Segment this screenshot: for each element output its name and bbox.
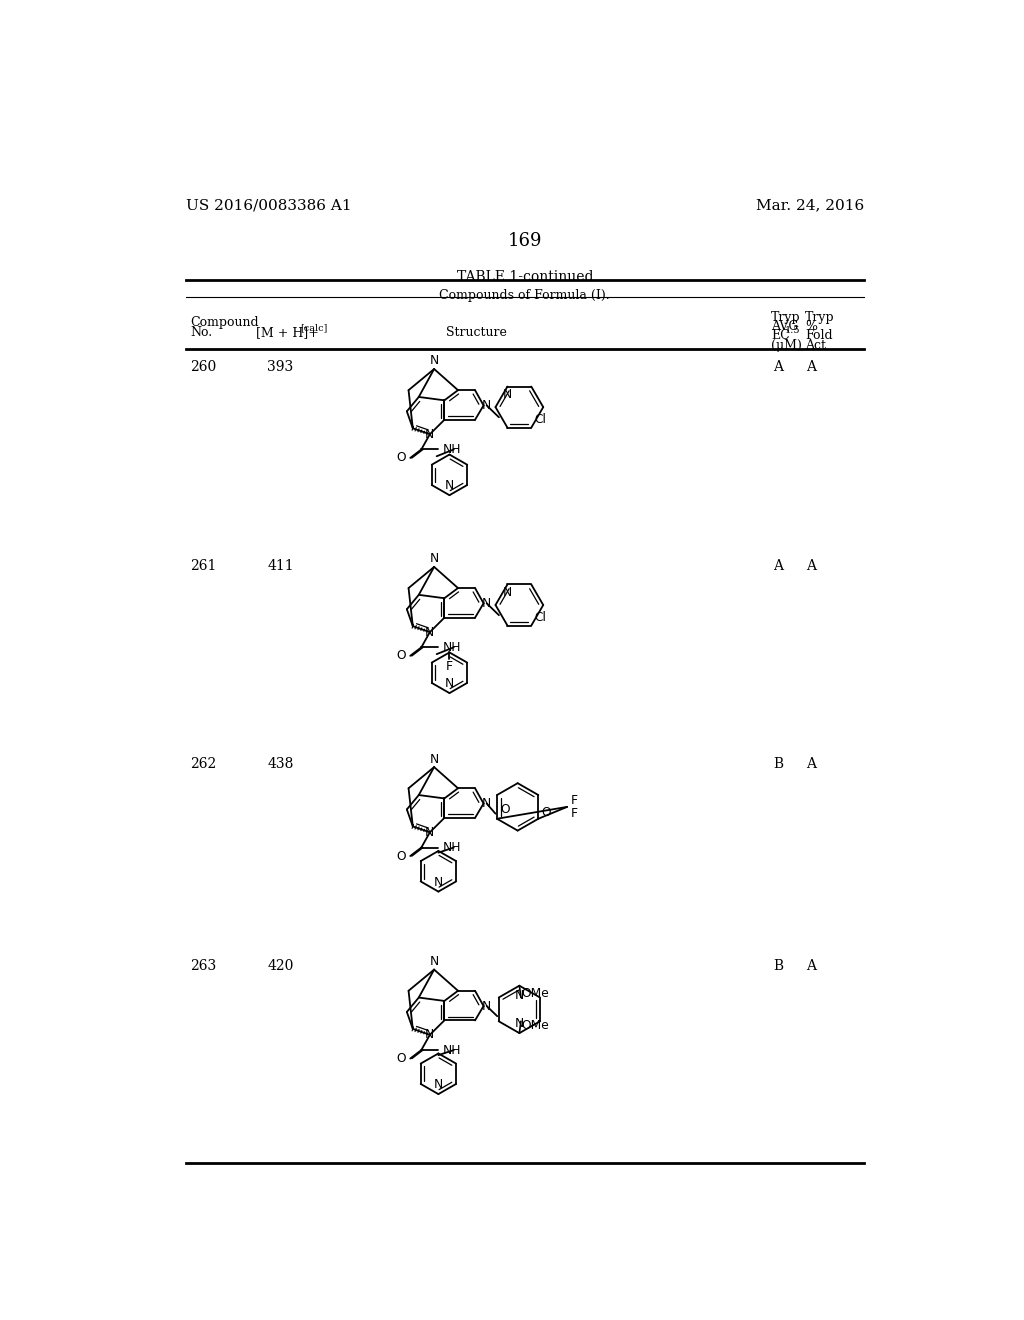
Text: A: A (806, 960, 816, 973)
Text: B: B (773, 960, 783, 973)
Text: N: N (429, 355, 438, 367)
Text: N: N (482, 797, 492, 810)
Text: OMe: OMe (521, 1019, 549, 1032)
Text: O: O (396, 451, 407, 465)
Text: N: N (429, 552, 438, 565)
Text: (μM): (μM) (771, 339, 802, 351)
Text: O: O (396, 649, 407, 663)
Text: F: F (571, 795, 578, 808)
Text: %: % (805, 321, 817, 333)
Text: AVG: AVG (771, 321, 799, 333)
Text: A: A (773, 558, 783, 573)
Text: [M + H]+: [M + H]+ (256, 326, 318, 339)
Text: O: O (396, 850, 407, 862)
Text: N: N (425, 826, 434, 838)
Text: 393: 393 (267, 360, 294, 374)
Text: 169: 169 (508, 231, 542, 249)
Text: A: A (806, 360, 816, 374)
Text: 420: 420 (267, 960, 294, 973)
Text: NH: NH (443, 640, 462, 653)
Text: F: F (571, 807, 578, 820)
Text: N: N (482, 999, 492, 1012)
Text: A: A (773, 360, 783, 374)
Text: N: N (425, 626, 434, 639)
Text: A: A (806, 758, 816, 771)
Text: N: N (503, 586, 512, 599)
Text: EC: EC (771, 330, 790, 342)
Text: N: N (429, 752, 438, 766)
Text: N: N (515, 1016, 524, 1030)
Text: N: N (444, 479, 454, 492)
Text: NH: NH (443, 1044, 462, 1056)
Text: N: N (444, 677, 454, 690)
Text: [calc]: [calc] (300, 323, 328, 333)
Text: N: N (482, 597, 492, 610)
Text: TABLE 1-continued: TABLE 1-continued (457, 271, 593, 284)
Text: 263: 263 (190, 960, 216, 973)
Text: N: N (425, 428, 434, 441)
Text: 262: 262 (190, 758, 216, 771)
Text: Act: Act (805, 339, 826, 351)
Text: US 2016/0083386 A1: US 2016/0083386 A1 (186, 198, 352, 213)
Text: Compound: Compound (190, 317, 259, 329)
Text: NH: NH (443, 841, 462, 854)
Text: Cl: Cl (535, 611, 546, 624)
Text: N: N (434, 1078, 443, 1092)
Text: N: N (425, 1028, 434, 1041)
Text: O: O (542, 807, 551, 820)
Text: Mar. 24, 2016: Mar. 24, 2016 (756, 198, 864, 213)
Text: Tryp: Tryp (805, 312, 835, 323)
Text: 260: 260 (190, 360, 216, 374)
Text: 438: 438 (267, 758, 294, 771)
Text: Compounds of Formula (I).: Compounds of Formula (I). (439, 289, 610, 302)
Text: N: N (515, 989, 524, 1002)
Text: O: O (500, 804, 510, 816)
Text: Fold: Fold (805, 330, 833, 342)
Text: 261: 261 (190, 558, 216, 573)
Text: N: N (482, 399, 492, 412)
Text: No.: No. (190, 326, 212, 339)
Text: F: F (446, 660, 453, 673)
Text: Structure: Structure (446, 326, 507, 339)
Text: B: B (773, 758, 783, 771)
Text: N: N (503, 388, 512, 401)
Text: NH: NH (443, 444, 462, 455)
Text: Cl: Cl (535, 413, 546, 426)
Text: A: A (806, 558, 816, 573)
Text: 411: 411 (267, 558, 294, 573)
Text: N: N (434, 875, 443, 888)
Text: Tryp: Tryp (771, 312, 801, 323)
Text: 1.5: 1.5 (784, 326, 800, 335)
Text: O: O (396, 1052, 407, 1065)
Text: N: N (429, 956, 438, 968)
Text: OMe: OMe (521, 986, 549, 999)
